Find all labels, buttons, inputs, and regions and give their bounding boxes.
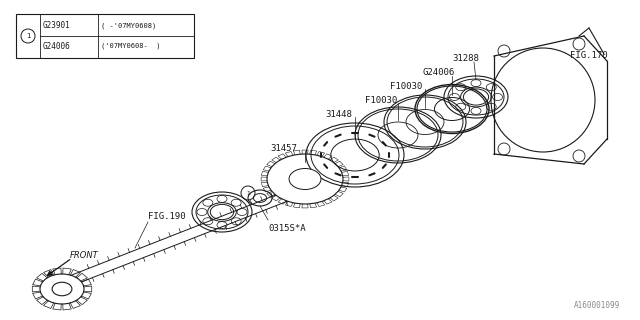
- Text: 31448: 31448: [325, 109, 352, 118]
- Text: 31457: 31457: [270, 143, 297, 153]
- Ellipse shape: [52, 282, 72, 296]
- Ellipse shape: [40, 274, 84, 304]
- Text: A160001099: A160001099: [573, 301, 620, 310]
- Text: 0315S*A: 0315S*A: [268, 223, 306, 233]
- Text: FIG.190: FIG.190: [148, 212, 186, 220]
- Text: F10030: F10030: [390, 82, 422, 91]
- Bar: [16, 14, 194, 58]
- Text: FIG.170: FIG.170: [570, 51, 607, 60]
- Text: ('07MY0608-  ): ('07MY0608- ): [101, 43, 161, 49]
- Text: G24006: G24006: [422, 68, 454, 76]
- Ellipse shape: [289, 169, 321, 189]
- Text: FRONT: FRONT: [70, 251, 99, 260]
- Text: ( -'07MY0608): ( -'07MY0608): [101, 23, 156, 29]
- Text: 31288: 31288: [452, 53, 479, 62]
- Text: 1: 1: [26, 33, 30, 39]
- Ellipse shape: [267, 154, 343, 204]
- Text: 1: 1: [246, 190, 250, 196]
- Text: F10030: F10030: [365, 95, 397, 105]
- Text: G24006: G24006: [43, 42, 71, 51]
- Text: G23901: G23901: [43, 21, 71, 30]
